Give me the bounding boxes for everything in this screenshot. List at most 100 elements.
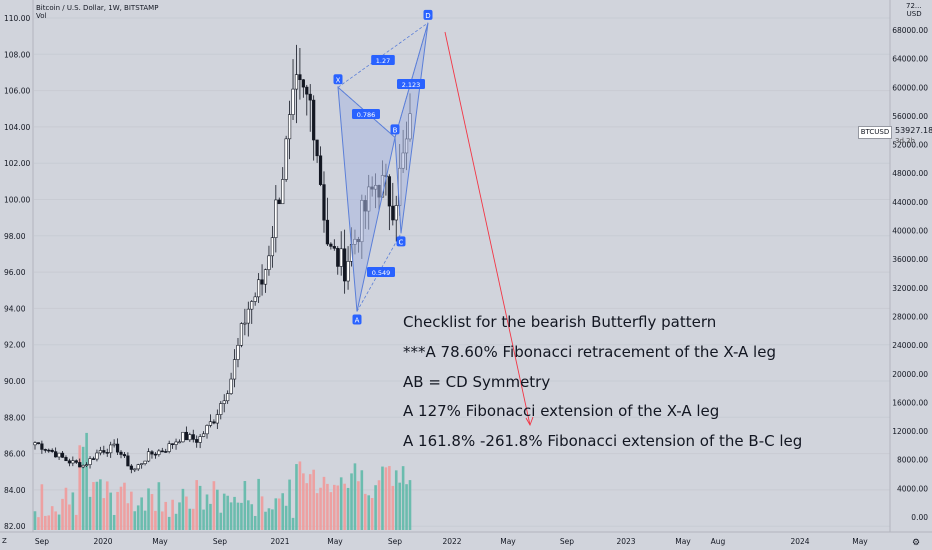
- right-axis-tick: 12000.00: [892, 427, 928, 436]
- candle-up: [263, 269, 268, 285]
- gear-icon[interactable]: ⚙: [912, 537, 921, 547]
- candle-down: [212, 421, 216, 424]
- volume-bar: [198, 485, 202, 530]
- right-axis-tick: 40000.00: [892, 227, 928, 236]
- volume-bar: [164, 501, 168, 530]
- volume-bar: [226, 495, 229, 530]
- volume-bar: [37, 517, 40, 530]
- candle-up: [143, 460, 147, 464]
- volume-bar: [274, 498, 278, 530]
- time-axis-tick: 2022: [442, 537, 461, 546]
- time-axis-tick: 2023: [616, 537, 635, 546]
- candle-down: [315, 139, 319, 157]
- candle-down: [47, 449, 51, 452]
- volume-bar: [47, 515, 51, 530]
- volume-bar: [253, 515, 257, 530]
- candle-down: [391, 205, 395, 221]
- pattern-ratio-label: 2.123: [402, 81, 421, 89]
- candle-up: [157, 450, 161, 455]
- volume-bar: [102, 498, 106, 530]
- candle-up: [339, 248, 343, 267]
- volume-bar: [57, 514, 61, 530]
- volume-bar: [271, 509, 274, 530]
- time-axis[interactable]: Sep 2020 May Sep 2021 May Sep 2022 May Sep 2023 May…: [35, 537, 868, 546]
- pattern-point-marker: [390, 124, 400, 135]
- candle-down: [195, 439, 199, 443]
- candle-down: [60, 452, 65, 458]
- candle-down: [43, 449, 47, 451]
- volume-bar: [377, 480, 381, 530]
- forecast-arrow[interactable]: [444, 31, 534, 427]
- left-axis-tick: 92.00: [4, 341, 26, 350]
- volume-label: Vol: [36, 12, 47, 20]
- right-axis-tick: 0.00: [911, 513, 928, 522]
- candle-up: [291, 88, 295, 115]
- volume-bar: [267, 508, 271, 530]
- pattern-ratio-badge: [352, 109, 380, 119]
- volume-bar: [326, 483, 329, 530]
- symbol-badge[interactable]: BTCUSD: [858, 126, 892, 139]
- candle-up: [81, 464, 85, 468]
- pattern-point-marker: [396, 236, 406, 247]
- volume-bars: [33, 432, 412, 530]
- volume-bar: [74, 514, 78, 530]
- checklist-item: A 127% Fibonacci extension of the X-A le…: [403, 402, 720, 420]
- volume-bar: [112, 514, 116, 530]
- volume-bar: [250, 504, 254, 530]
- candle-up: [284, 138, 288, 180]
- volume-bar: [216, 489, 219, 530]
- right-axis-tick: 52000.00: [892, 141, 928, 150]
- candle-up: [215, 414, 219, 424]
- volume-bar: [92, 482, 95, 530]
- candle-down: [74, 460, 78, 463]
- candle-down: [40, 443, 44, 450]
- candle-down: [387, 176, 391, 207]
- timezone-button[interactable]: Z: [2, 537, 7, 545]
- volume-bar: [233, 496, 236, 530]
- candle-up: [98, 450, 102, 454]
- candle-down: [129, 465, 133, 470]
- right-axis-tick: 56000.00: [892, 112, 928, 121]
- symbol-title: Bitcoin / U.S. Dollar, 1W, BITSTAMP: [36, 4, 159, 12]
- volume-bar: [391, 485, 395, 530]
- pattern-point-label: C: [399, 238, 404, 246]
- volume-bar: [408, 480, 412, 530]
- time-axis-tick: May: [327, 537, 343, 546]
- candle-up: [394, 205, 398, 221]
- right-axis-tick: 28000.00: [892, 312, 928, 321]
- volume-bar: [123, 482, 126, 530]
- candle-up: [229, 378, 233, 394]
- volume-bar: [264, 511, 267, 530]
- right-axis-tick: 20000.00: [892, 370, 928, 379]
- volume-bar: [222, 493, 226, 530]
- price-unit-top: 72...: [906, 2, 922, 10]
- volume-bar: [40, 484, 44, 530]
- volume-bar: [302, 473, 305, 530]
- volume-bar: [295, 464, 298, 530]
- left-axis[interactable]: 110.00 108.00 106.00 104.00 102.00 100.00 98.0…: [4, 14, 30, 531]
- candle-up: [95, 452, 99, 460]
- volume-bar: [209, 503, 212, 530]
- volume-bar: [260, 496, 264, 530]
- volume-bar: [346, 487, 350, 530]
- candle-down: [184, 431, 188, 441]
- butterfly-pattern[interactable]: X A B C D 1.27 0.786 2.123 0.549: [333, 9, 433, 325]
- volume-bar: [99, 479, 102, 530]
- candle-up: [294, 74, 299, 90]
- candle-up: [253, 296, 257, 302]
- price-unit: 72... USD: [906, 2, 922, 18]
- volume-bar: [133, 511, 137, 530]
- volume-bar: [61, 498, 64, 530]
- volume-bar: [116, 491, 119, 530]
- candle-down: [64, 457, 68, 462]
- candle-down: [91, 458, 96, 460]
- volume-bar: [240, 502, 243, 530]
- candle-up: [243, 322, 247, 325]
- right-axis[interactable]: 68000.00 64000.00 60000.00 56000.00 52000.00…: [892, 26, 928, 522]
- candle-down: [308, 93, 312, 101]
- candle-down: [126, 455, 130, 467]
- candle-up: [85, 464, 89, 466]
- volume-bar: [312, 469, 315, 530]
- volume-bar: [229, 502, 233, 530]
